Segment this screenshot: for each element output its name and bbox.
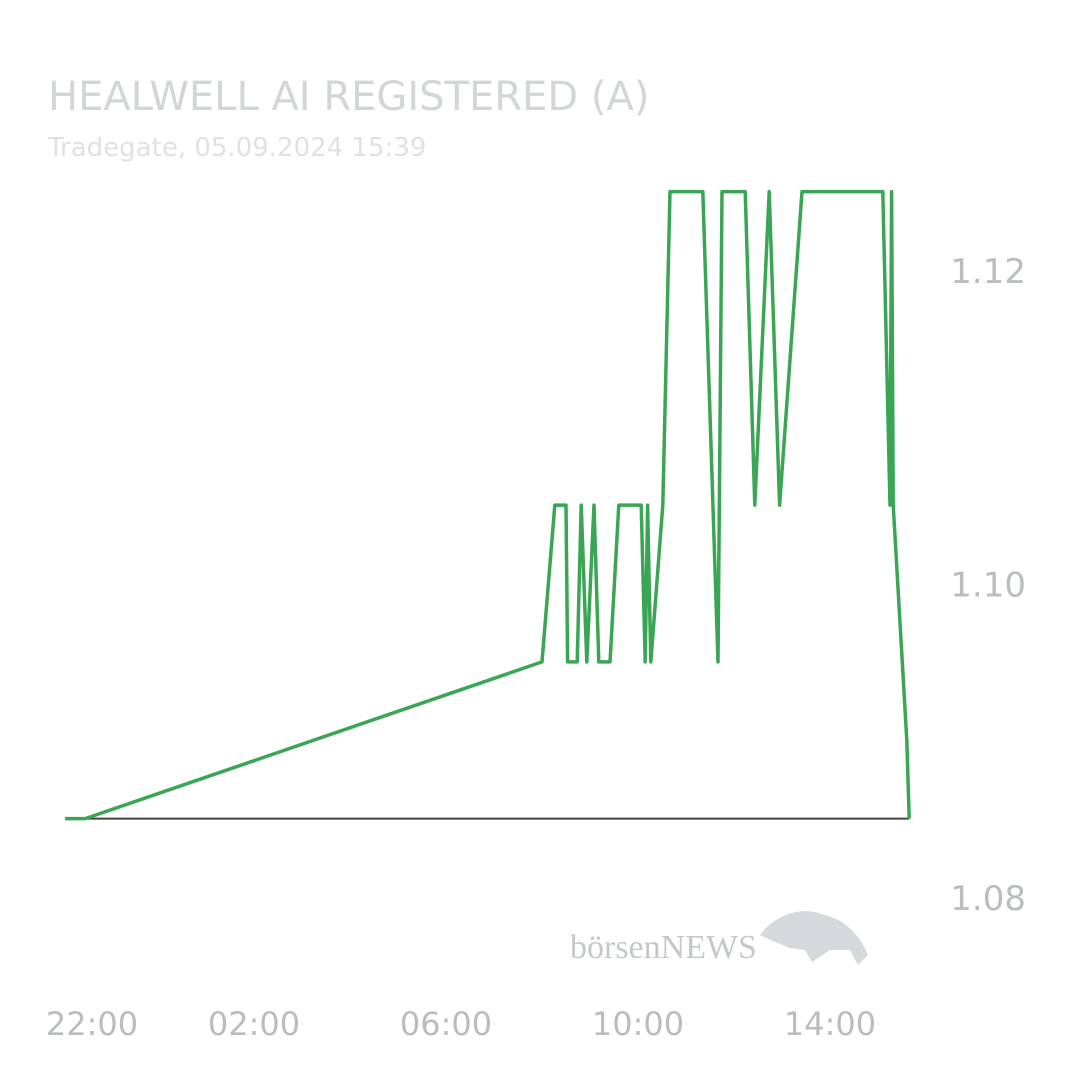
x-tick-label: 10:00 <box>592 1005 684 1043</box>
chart-title: HEALWELL AI REGISTERED (A) <box>48 74 649 120</box>
price-line <box>65 189 911 821</box>
x-tick-label: 22:00 <box>46 1005 138 1043</box>
x-tick-label: 02:00 <box>208 1005 300 1043</box>
watermark-bull <box>760 911 868 965</box>
y-tick-label: 1.12 <box>950 252 1026 292</box>
chart-subtitle: Tradegate, 05.09.2024 15:39 <box>47 133 426 163</box>
y-tick-label: 1.10 <box>950 566 1026 606</box>
x-tick-label: 06:00 <box>400 1005 492 1043</box>
x-tick-label: 14:00 <box>784 1005 876 1043</box>
y-tick-label: 1.08 <box>950 879 1026 919</box>
watermark: börsenNEWS <box>570 929 757 966</box>
